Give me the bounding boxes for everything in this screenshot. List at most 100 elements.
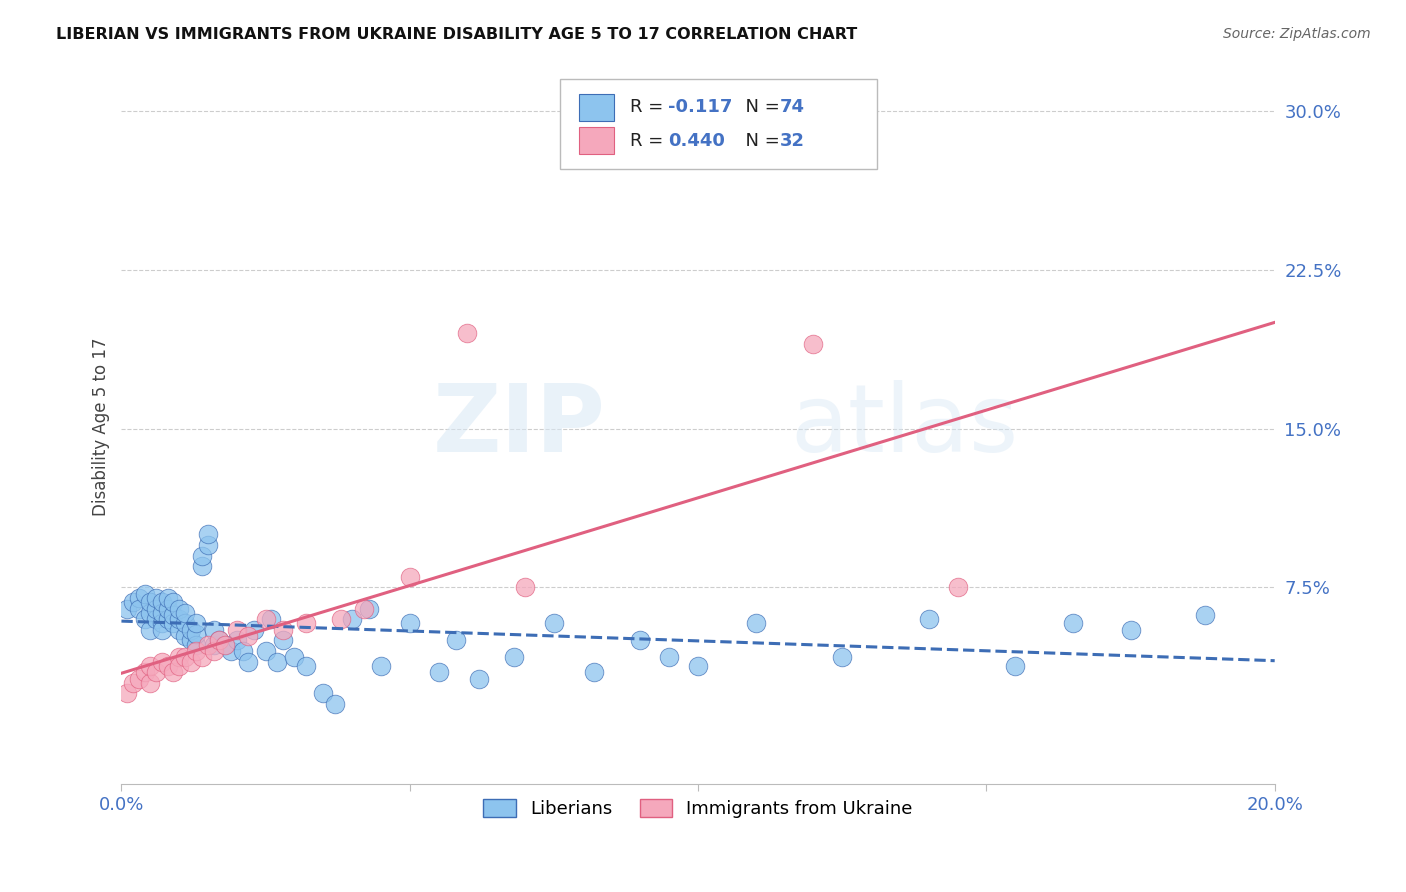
Point [238, 629, 260, 643]
Point [162, 595, 184, 609]
Point [583, 665, 606, 680]
Point [128, 601, 150, 615]
Point [150, 655, 173, 669]
Point [145, 612, 167, 626]
Point [122, 675, 145, 690]
Point [197, 538, 219, 552]
Point [139, 675, 162, 690]
Point [191, 650, 214, 665]
Point [115, 601, 138, 615]
Point [134, 587, 156, 601]
Point [180, 633, 202, 648]
Point [946, 581, 969, 595]
Point [122, 595, 145, 609]
Point [115, 686, 138, 700]
Text: N =: N = [734, 98, 786, 116]
Point [628, 633, 651, 648]
Point [513, 581, 536, 595]
Point [173, 650, 195, 665]
Point [208, 633, 231, 648]
Point [254, 644, 277, 658]
Point [312, 686, 335, 700]
Point [323, 697, 346, 711]
Point [398, 616, 420, 631]
Point [186, 638, 208, 652]
Point [1004, 658, 1026, 673]
Text: R =: R = [630, 98, 669, 116]
Y-axis label: Disability Age 5 to 17: Disability Age 5 to 17 [93, 337, 110, 516]
Point [231, 644, 253, 658]
Text: R =: R = [630, 132, 669, 150]
Point [353, 601, 375, 615]
Point [156, 612, 179, 626]
Point [197, 527, 219, 541]
FancyBboxPatch shape [579, 94, 614, 120]
Point [156, 591, 179, 605]
Point [197, 638, 219, 652]
Point [254, 612, 277, 626]
Point [139, 623, 162, 637]
Point [502, 650, 524, 665]
Point [329, 612, 352, 626]
Point [225, 623, 247, 637]
Point [162, 665, 184, 680]
Point [238, 655, 260, 669]
Point [202, 638, 225, 652]
Text: 0.440: 0.440 [668, 132, 725, 150]
Point [156, 601, 179, 615]
Point [134, 665, 156, 680]
Point [191, 549, 214, 563]
Point [1062, 616, 1084, 631]
Point [543, 616, 565, 631]
Text: 74: 74 [780, 98, 806, 116]
Point [202, 623, 225, 637]
Point [162, 616, 184, 631]
Point [1194, 607, 1216, 622]
Point [186, 627, 208, 641]
Point [1119, 623, 1142, 637]
Point [295, 616, 318, 631]
Point [150, 595, 173, 609]
Point [260, 612, 283, 626]
Text: atlas: atlas [790, 381, 1018, 473]
Point [214, 638, 236, 652]
Point [173, 606, 195, 620]
Point [186, 644, 208, 658]
Point [167, 650, 190, 665]
Point [208, 633, 231, 648]
FancyBboxPatch shape [560, 79, 877, 169]
Point [686, 658, 709, 673]
Point [139, 595, 162, 609]
Point [150, 623, 173, 637]
Point [186, 616, 208, 631]
Point [359, 601, 381, 615]
Point [658, 650, 681, 665]
Point [370, 658, 392, 673]
Point [271, 623, 294, 637]
Point [266, 655, 288, 669]
Legend: Liberians, Immigrants from Ukraine: Liberians, Immigrants from Ukraine [477, 792, 920, 825]
Point [167, 612, 190, 626]
Point [427, 665, 450, 680]
Point [745, 616, 768, 631]
Point [162, 607, 184, 622]
Point [139, 606, 162, 620]
Point [202, 644, 225, 658]
Point [145, 591, 167, 605]
Text: ZIP: ZIP [433, 381, 606, 473]
Point [173, 616, 195, 631]
Text: -0.117: -0.117 [668, 98, 733, 116]
Point [180, 623, 202, 637]
Text: Source: ZipAtlas.com: Source: ZipAtlas.com [1223, 27, 1371, 41]
Point [150, 606, 173, 620]
Point [134, 612, 156, 626]
FancyBboxPatch shape [579, 128, 614, 154]
Point [167, 623, 190, 637]
Point [167, 601, 190, 615]
Point [468, 672, 491, 686]
Point [167, 658, 190, 673]
Point [456, 326, 478, 341]
Point [398, 570, 420, 584]
Point [128, 672, 150, 686]
Point [831, 650, 853, 665]
